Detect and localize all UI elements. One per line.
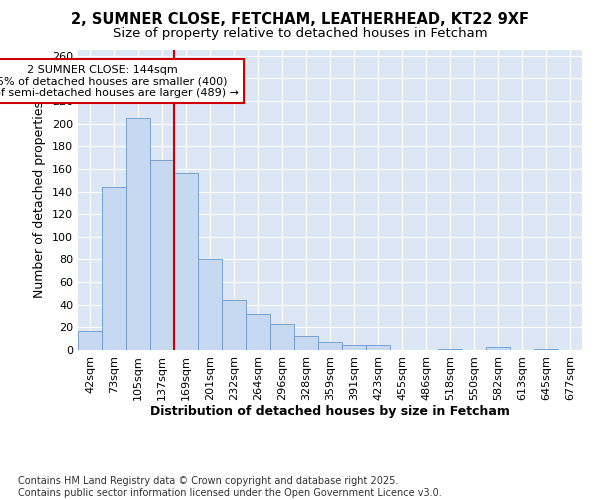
Bar — [486, 346, 510, 350]
Bar — [78, 331, 102, 350]
Bar — [198, 260, 222, 350]
Text: Contains HM Land Registry data © Crown copyright and database right 2025.
Contai: Contains HM Land Registry data © Crown c… — [18, 476, 442, 498]
Bar — [150, 160, 174, 350]
X-axis label: Distribution of detached houses by size in Fetcham: Distribution of detached houses by size … — [150, 406, 510, 418]
Bar — [126, 118, 150, 350]
Bar — [294, 336, 318, 350]
Bar — [438, 349, 462, 350]
Bar — [270, 324, 294, 350]
Bar — [174, 174, 198, 350]
Bar — [534, 349, 558, 350]
Bar — [246, 314, 270, 350]
Y-axis label: Number of detached properties: Number of detached properties — [34, 102, 46, 298]
Bar — [318, 342, 342, 350]
Bar — [342, 346, 366, 350]
Bar — [366, 346, 390, 350]
Bar — [222, 300, 246, 350]
Text: 2, SUMNER CLOSE, FETCHAM, LEATHERHEAD, KT22 9XF: 2, SUMNER CLOSE, FETCHAM, LEATHERHEAD, K… — [71, 12, 529, 28]
Text: Size of property relative to detached houses in Fetcham: Size of property relative to detached ho… — [113, 28, 487, 40]
Bar — [102, 187, 126, 350]
Text: 2 SUMNER CLOSE: 144sqm
← 45% of detached houses are smaller (400)
55% of semi-de: 2 SUMNER CLOSE: 144sqm ← 45% of detached… — [0, 64, 239, 98]
